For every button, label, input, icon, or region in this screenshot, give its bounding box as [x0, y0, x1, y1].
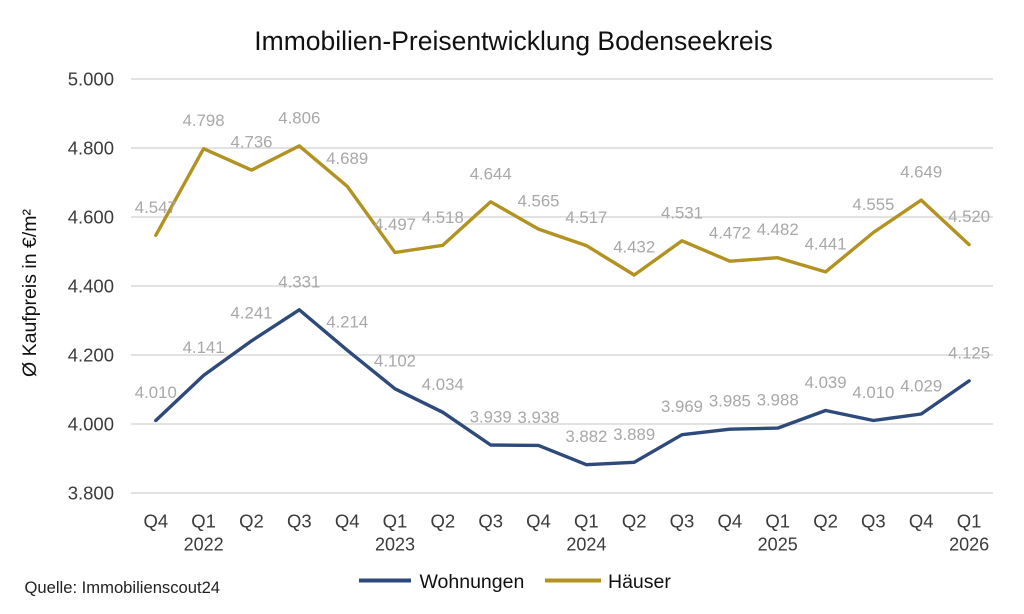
svg-text:Ø Kaufpreis in €/m²: Ø Kaufpreis in €/m² — [19, 209, 41, 377]
svg-text:Q4: Q4 — [909, 511, 934, 532]
svg-text:4.241: 4.241 — [231, 303, 273, 322]
svg-text:3.969: 3.969 — [661, 397, 703, 416]
svg-text:4.472: 4.472 — [709, 224, 751, 243]
svg-text:4.029: 4.029 — [900, 377, 942, 396]
svg-text:4.482: 4.482 — [757, 220, 799, 239]
svg-text:4.200: 4.200 — [68, 345, 114, 366]
svg-text:Q1: Q1 — [765, 511, 790, 532]
svg-text:4.555: 4.555 — [852, 195, 894, 214]
svg-text:4.141: 4.141 — [183, 338, 225, 357]
svg-text:5.000: 5.000 — [68, 69, 114, 90]
svg-text:Quelle: Immobilienscout24: Quelle: Immobilienscout24 — [25, 578, 221, 597]
svg-text:3.988: 3.988 — [757, 391, 799, 410]
svg-text:3.939: 3.939 — [470, 408, 512, 427]
svg-text:3.938: 3.938 — [518, 408, 560, 427]
svg-text:3.800: 3.800 — [68, 483, 114, 504]
svg-text:4.102: 4.102 — [374, 351, 416, 370]
svg-text:Wohnungen: Wohnungen — [420, 571, 525, 593]
svg-text:3.985: 3.985 — [709, 392, 751, 411]
svg-text:Q1: Q1 — [383, 511, 408, 532]
svg-text:4.600: 4.600 — [68, 207, 114, 228]
svg-text:2023: 2023 — [375, 535, 415, 555]
svg-text:4.400: 4.400 — [68, 276, 114, 297]
svg-text:4.800: 4.800 — [68, 138, 114, 159]
svg-text:4.441: 4.441 — [805, 234, 847, 253]
svg-text:4.010: 4.010 — [852, 383, 894, 402]
svg-text:2024: 2024 — [566, 535, 606, 555]
svg-text:Häuser: Häuser — [608, 571, 671, 593]
svg-text:Q3: Q3 — [670, 511, 695, 532]
svg-text:4.565: 4.565 — [518, 192, 560, 211]
svg-text:4.520: 4.520 — [948, 207, 990, 226]
svg-text:Immobilien-Preisentwicklung Bo: Immobilien-Preisentwicklung Bodenseekrei… — [254, 26, 772, 56]
svg-text:Q2: Q2 — [622, 511, 647, 532]
svg-text:Q1: Q1 — [191, 511, 216, 532]
svg-text:Q1: Q1 — [574, 511, 599, 532]
svg-text:3.889: 3.889 — [613, 425, 655, 444]
svg-text:4.497: 4.497 — [374, 215, 416, 234]
svg-text:4.518: 4.518 — [422, 208, 464, 227]
svg-text:Q4: Q4 — [718, 511, 743, 532]
svg-text:4.531: 4.531 — [661, 203, 703, 222]
svg-text:4.798: 4.798 — [183, 111, 225, 130]
svg-text:Q3: Q3 — [287, 511, 312, 532]
svg-text:4.806: 4.806 — [278, 108, 320, 127]
svg-text:Q2: Q2 — [430, 511, 455, 532]
svg-text:4.000: 4.000 — [68, 414, 114, 435]
svg-text:4.214: 4.214 — [326, 313, 368, 332]
svg-text:4.644: 4.644 — [470, 164, 512, 183]
svg-text:4.010: 4.010 — [135, 383, 177, 402]
svg-text:4.034: 4.034 — [422, 375, 464, 394]
svg-text:4.649: 4.649 — [900, 163, 942, 182]
svg-text:4.432: 4.432 — [613, 238, 655, 257]
svg-text:Q4: Q4 — [143, 511, 168, 532]
svg-text:4.736: 4.736 — [231, 133, 273, 152]
svg-text:3.882: 3.882 — [565, 427, 607, 446]
svg-text:2022: 2022 — [184, 535, 224, 555]
svg-text:2026: 2026 — [949, 535, 989, 555]
svg-text:4.689: 4.689 — [326, 149, 368, 168]
svg-text:Q1: Q1 — [957, 511, 982, 532]
svg-text:4.331: 4.331 — [278, 272, 320, 291]
svg-text:Q4: Q4 — [526, 511, 551, 532]
svg-text:4.039: 4.039 — [805, 373, 847, 392]
svg-text:4.547: 4.547 — [135, 198, 177, 217]
svg-text:Q4: Q4 — [335, 511, 360, 532]
svg-text:4.517: 4.517 — [565, 208, 607, 227]
svg-text:Q3: Q3 — [478, 511, 503, 532]
svg-text:4.125: 4.125 — [948, 343, 990, 362]
svg-text:2025: 2025 — [758, 535, 798, 555]
svg-text:Q3: Q3 — [861, 511, 886, 532]
svg-text:Q2: Q2 — [813, 511, 838, 532]
svg-text:Q2: Q2 — [239, 511, 264, 532]
